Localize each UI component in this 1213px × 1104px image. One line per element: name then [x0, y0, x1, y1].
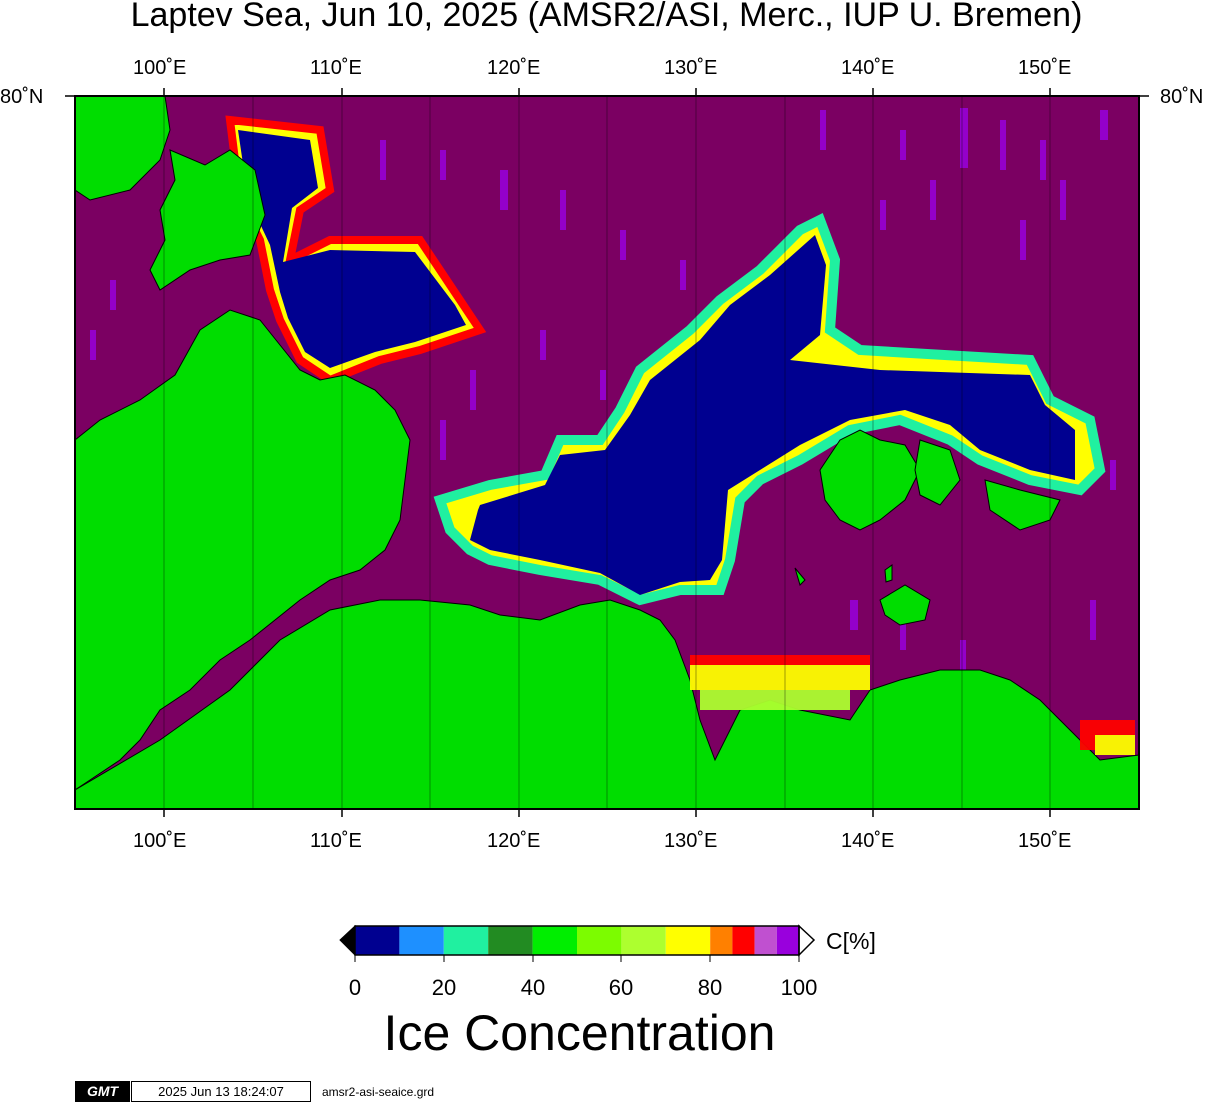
lon-label-bottom-100: 100˚E — [133, 830, 187, 852]
colorbar-tick-20: 20 — [431, 975, 457, 1000]
colorbar-cell — [532, 926, 577, 955]
colorbar-unit: C[%] — [826, 928, 876, 954]
colorbar-cell — [732, 926, 755, 955]
lon-label-top-100: 100˚E — [133, 57, 187, 79]
colorbar-tick-0: 0 — [348, 975, 362, 1000]
colorbar-tick-100: 100 — [780, 975, 818, 1000]
lon-label-bottom-150: 150˚E — [1018, 830, 1072, 852]
colorbar-cell — [488, 926, 533, 955]
lon-label-bottom-140: 140˚E — [841, 830, 895, 852]
lon-label-top-110: 110˚E — [310, 57, 362, 79]
colorbar — [339, 924, 816, 962]
grid-file-name: amsr2-asi-seaice.grd — [322, 1085, 435, 1099]
colorbar-cell — [621, 926, 666, 955]
colorbar-cell — [665, 926, 711, 955]
colorbar-cell — [399, 926, 444, 955]
colorbar-tick-80: 80 — [697, 975, 723, 1000]
timestamp: 2025 Jun 13 18:24:07 — [131, 1081, 311, 1102]
lon-label-bottom-110: 110˚E — [310, 830, 362, 852]
coastal-ice — [690, 655, 1135, 755]
lon-label-top-140: 140˚E — [841, 57, 895, 79]
colorbar-cell — [754, 926, 777, 955]
graticule — [163, 96, 1051, 809]
colorbar-cell — [443, 926, 489, 955]
ice-speckle — [90, 108, 1116, 670]
lon-label-top-150: 150˚E — [1018, 57, 1072, 79]
colorbar-cell — [577, 926, 622, 955]
lon-label-top-120: 120˚E — [487, 57, 541, 79]
lat-label-left: 80˚N — [0, 86, 44, 108]
lon-label-bottom-130: 130˚E — [664, 830, 718, 852]
colorbar-over-arrow — [798, 924, 816, 957]
lat-label-right: 80˚N — [1160, 86, 1204, 108]
colorbar-under-arrow — [339, 924, 356, 957]
colorbar-tick-40: 40 — [520, 975, 546, 1000]
colorbar-cell — [710, 926, 733, 955]
colorbar-cell — [355, 926, 400, 955]
open-water-low-ice — [238, 130, 1075, 595]
lon-label-top-130: 130˚E — [664, 57, 718, 79]
colorbar-tick-60: 60 — [608, 975, 634, 1000]
lon-label-bottom-120: 120˚E — [487, 830, 541, 852]
colorbar-cell — [776, 926, 799, 955]
colorbar-title: Ice Concentration — [383, 1005, 776, 1061]
gmt-logo: GMT — [75, 1081, 130, 1102]
map-title: Laptev Sea, Jun 10, 2025 (AMSR2/ASI, Mer… — [130, 0, 1083, 34]
